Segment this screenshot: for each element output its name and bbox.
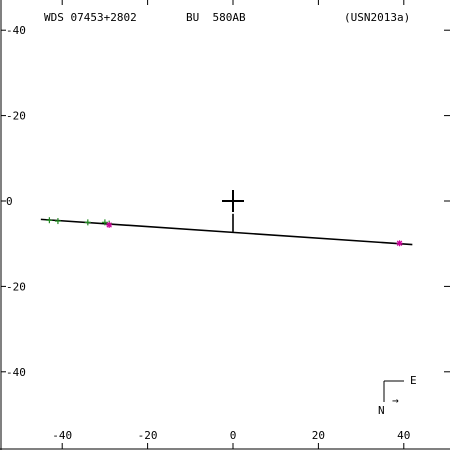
north-label: N	[378, 404, 385, 417]
wds-id-label: WDS 07453+2802	[44, 11, 137, 24]
y-tick-label: -20	[6, 110, 26, 123]
x-tick-label: 0	[230, 429, 237, 442]
x-tick-label: 20	[312, 429, 325, 442]
y-tick-label: -40	[6, 24, 26, 37]
orbit-fit-line	[40, 218, 413, 246]
pair-label: BU 580AB	[186, 11, 246, 24]
observation-plus-marker	[84, 219, 91, 226]
fit-line-group	[40, 213, 413, 246]
x-tick-label: 40	[397, 429, 410, 442]
y-ticks: -40 -20 0 -20 -40	[1, 24, 450, 379]
y-tick-label: -40	[6, 366, 26, 379]
primary-star-group	[222, 190, 244, 212]
x-ticks: -40 -20 0 20 40	[52, 0, 410, 449]
reference-label: (USN2013a)	[344, 11, 410, 24]
observation-asterisk-marker	[396, 240, 403, 247]
observation-points	[46, 217, 403, 247]
y-tick-label: 0	[6, 195, 13, 208]
observation-asterisk-marker	[106, 221, 113, 228]
observation-plus-marker	[54, 218, 61, 225]
x-tick-label: -20	[138, 429, 158, 442]
y-tick-label: -20	[6, 280, 26, 293]
observation-plus-marker	[46, 217, 53, 224]
motion-arrow: →	[392, 394, 399, 407]
orientation-indicator: E N →	[378, 374, 417, 417]
observation-plus-marker	[101, 219, 108, 226]
east-label: E	[410, 374, 417, 387]
x-tick-label: -40	[52, 429, 72, 442]
